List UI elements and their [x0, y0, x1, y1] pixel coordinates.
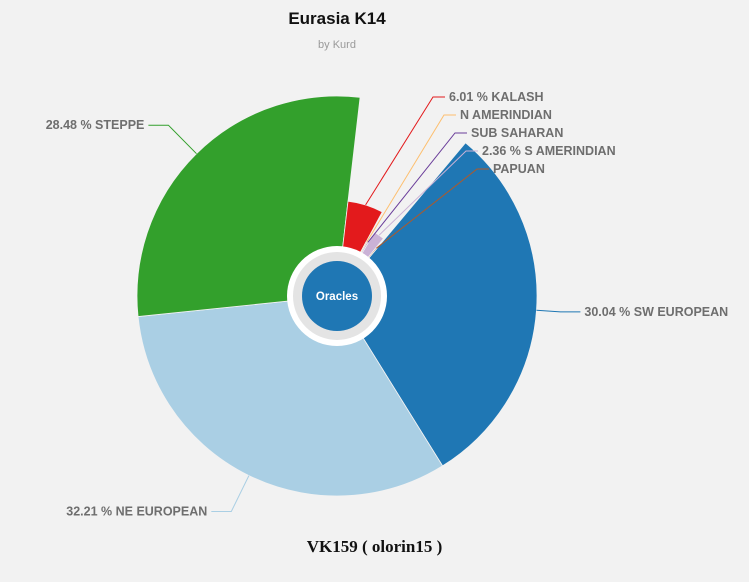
label-ne-european: 32.21 % NE EUROPEAN — [66, 505, 207, 519]
leader-lines — [148, 96, 581, 512]
leader-kalash — [365, 96, 445, 206]
leader-n-amerindian — [366, 114, 456, 243]
leader-papuan — [375, 168, 489, 249]
label-s-amerindian: 2.36 % S AMERINDIAN — [482, 144, 616, 158]
slice-sw-european[interactable] — [336, 142, 538, 467]
leader-steppe — [148, 124, 197, 155]
slice-labels: 30.04 % SW EUROPEAN 32.21 % NE EUROPEAN 28… — [46, 90, 728, 519]
slice-ne-european[interactable] — [137, 295, 444, 497]
label-steppe: 28.48 % STEPPE — [46, 118, 145, 132]
chart-title: Eurasia K14 — [288, 9, 386, 28]
center-badge: Oracles — [287, 246, 387, 346]
label-sw-european: 30.04 % SW EUROPEAN — [584, 305, 728, 319]
leader-sw-european — [536, 309, 581, 313]
leader-ne-european — [211, 475, 250, 512]
chart-subtitle: by Kurd — [318, 39, 356, 51]
label-n-amerindian: N AMERINDIAN — [460, 108, 552, 122]
center-label: Oracles — [316, 291, 358, 303]
label-kalash: 6.01 % KALASH — [449, 90, 543, 104]
label-papuan: PAPUAN — [493, 162, 545, 176]
leader-sub-saharan — [367, 132, 467, 243]
label-sub-saharan: SUB SAHARAN — [471, 126, 563, 140]
leader-s-amerindian — [378, 150, 478, 236]
center-disc — [302, 261, 372, 331]
sample-label: VK159 ( olorin15 ) — [306, 537, 443, 556]
